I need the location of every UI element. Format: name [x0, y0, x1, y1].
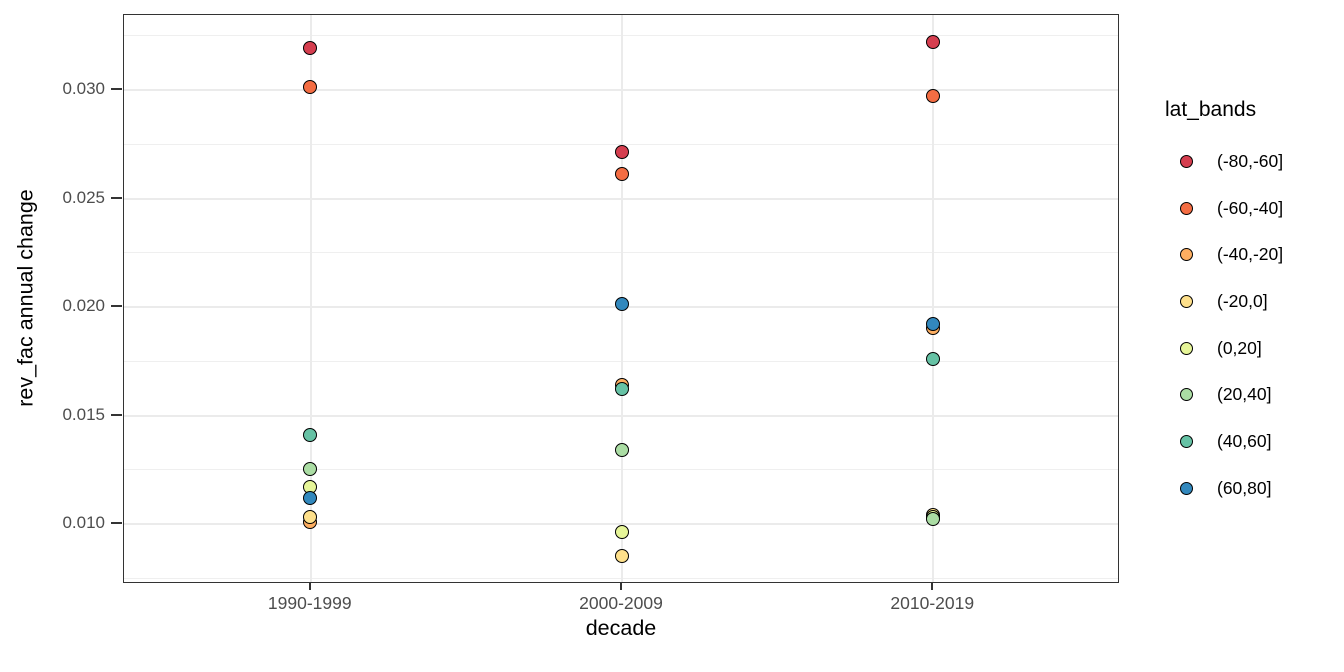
data-point — [614, 442, 629, 457]
y-tick-mark — [111, 413, 122, 416]
legend-item: (60,80] — [1165, 465, 1283, 512]
legend-key-dot — [1180, 248, 1193, 262]
data-point — [614, 297, 629, 312]
gridline-vertical — [309, 15, 312, 582]
x-tick-label: 1990-1999 — [267, 593, 352, 613]
legend-item-label: (-40,-20] — [1217, 244, 1284, 265]
y-tick-mark — [111, 87, 122, 90]
legend-item: (0,20] — [1165, 325, 1283, 372]
gridline-vertical — [932, 15, 935, 582]
legend-item-label: (40,60] — [1217, 430, 1272, 451]
data-point — [303, 41, 318, 56]
legend-item: (40,60] — [1165, 418, 1283, 465]
legend-key-dot — [1180, 154, 1193, 168]
data-point — [303, 490, 318, 505]
y-tick-label: 0.030 — [62, 78, 105, 98]
x-tick-label: 2010-2019 — [890, 593, 975, 613]
legend-item-label: (-80,-60] — [1217, 150, 1284, 171]
y-tick-label: 0.015 — [62, 404, 105, 424]
legend-item: (20,40] — [1165, 371, 1283, 418]
legend-key-dot — [1180, 294, 1193, 308]
y-tick-mark — [111, 196, 122, 199]
data-point — [614, 549, 629, 564]
legend-item-label: (-60,-40] — [1217, 197, 1284, 218]
x-axis-title: decade — [585, 616, 657, 640]
data-point — [303, 510, 318, 525]
legend-key-dot — [1180, 201, 1193, 215]
data-point — [925, 512, 940, 527]
plot-panel — [123, 14, 1119, 583]
legend-title: lat_bands — [1165, 98, 1257, 121]
legend-items: (-80,-60] (-60,-40] (-40,-20] (-20,0] (0,20]… — [1165, 138, 1283, 512]
legend-key-dot — [1180, 481, 1193, 495]
legend-item: (-40,-20] — [1165, 231, 1283, 278]
data-point — [925, 88, 940, 103]
legend-item: (-60,-40] — [1165, 185, 1283, 232]
legend: lat_bands (-80,-60] (-60,-40] (-40,-20] (-2… — [1165, 98, 1283, 512]
y-tick-mark — [111, 305, 122, 308]
y-tick-mark — [111, 522, 122, 525]
legend-item-label: (-20,0] — [1217, 290, 1268, 311]
x-tick-mark — [931, 583, 934, 590]
y-tick-label: 0.020 — [62, 296, 105, 316]
data-point — [614, 167, 629, 182]
y-tick-label: 0.010 — [62, 513, 105, 533]
legend-item-label: (0,20] — [1217, 337, 1262, 358]
x-tick-label: 2000-2009 — [579, 593, 663, 613]
x-tick-mark — [620, 583, 622, 590]
y-tick-label: 0.025 — [62, 187, 105, 207]
legend-item-label: (60,80] — [1217, 477, 1272, 498]
data-point — [614, 382, 629, 397]
data-point — [303, 427, 318, 442]
x-tick-mark — [308, 583, 311, 590]
legend-item: (-80,-60] — [1165, 138, 1283, 185]
legend-key-dot — [1180, 434, 1193, 448]
data-point — [614, 145, 629, 160]
data-point — [614, 525, 629, 540]
y-axis-title: rev_fac annual change — [13, 189, 38, 407]
legend-item-label: (20,40] — [1217, 384, 1272, 405]
data-point — [303, 462, 318, 477]
data-point — [925, 351, 940, 366]
data-point — [303, 80, 318, 95]
legend-key-dot — [1180, 341, 1193, 355]
data-point — [925, 34, 940, 49]
data-point — [925, 316, 940, 331]
legend-item: (-20,0] — [1165, 278, 1283, 325]
legend-key-dot — [1180, 388, 1193, 402]
